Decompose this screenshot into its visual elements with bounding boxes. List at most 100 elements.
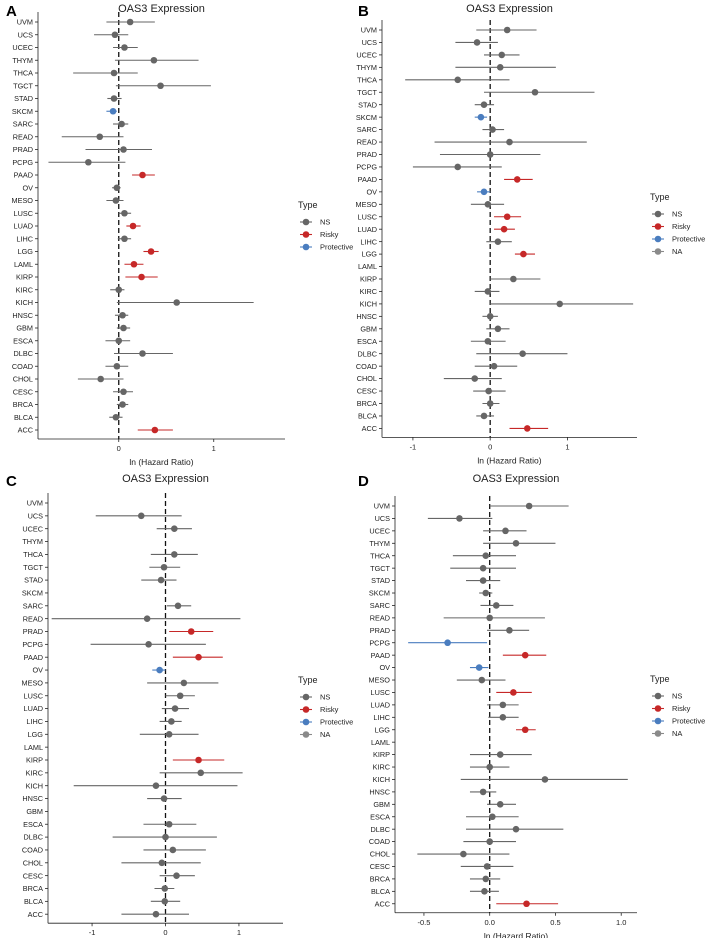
category-label: THYM (369, 539, 390, 548)
point-estimate (498, 51, 506, 59)
panel-label-d: D (358, 473, 369, 490)
x-tick-label: 0 (163, 928, 167, 937)
category-label: PCPG (369, 638, 390, 647)
category-label: DLBC (371, 825, 390, 834)
x-axis-title-d: ln (Hazard Ratio) (484, 931, 548, 938)
category-label: THYM (356, 63, 377, 72)
panel-title-a: OAS3 Expression (118, 3, 205, 15)
category-label: READ (370, 613, 390, 622)
category-label: LUAD (14, 222, 33, 231)
category-label: LUAD (358, 225, 377, 234)
point-estimate (484, 288, 492, 295)
category-label: KIRC (360, 287, 377, 296)
x-tick-label: 1 (565, 442, 569, 451)
legend-item-risky: Risky (672, 222, 691, 231)
point-estimate (195, 756, 202, 764)
category-label: BRCA (357, 399, 377, 408)
category-label: OV (366, 187, 377, 196)
point-estimate (486, 614, 493, 622)
point-estimate (496, 64, 504, 71)
point-estimate (137, 512, 145, 520)
point-estimate (490, 362, 498, 370)
point-estimate (143, 615, 151, 622)
category-label: OV (22, 183, 33, 192)
point-estimate (513, 176, 521, 183)
legend-title: Type (298, 675, 318, 685)
point-estimate (168, 718, 175, 725)
legend-item-na: NA (672, 247, 682, 256)
point-estimate (499, 701, 507, 709)
category-label: SKCM (12, 107, 33, 116)
point-estimate (480, 412, 488, 420)
point-estimate (157, 576, 165, 584)
category-label: TGCT (370, 564, 390, 573)
point-estimate (138, 273, 145, 281)
category-label: CESC (23, 871, 43, 880)
panel-b: B OAS3 Expression -1 0 1 ln (Hazard Ratio) UVM… (356, 3, 705, 465)
category-label: CHOL (23, 858, 43, 867)
panel-label-b: B (358, 3, 369, 20)
category-label: COAD (22, 846, 43, 855)
category-label: BLCA (371, 887, 390, 896)
point-estimate (139, 171, 146, 179)
category-label: KICH (26, 781, 43, 790)
category-label: LUAD (24, 704, 43, 713)
point-estimate (494, 325, 502, 333)
point-estimate (523, 425, 531, 432)
point-estimate (456, 515, 463, 522)
point-estimate (471, 375, 479, 382)
category-label: ACC (28, 910, 43, 919)
legend-item-risky: Risky (320, 230, 339, 239)
legend-swatch-ns (302, 218, 310, 226)
x-tick-label: -0.5 (417, 918, 430, 927)
category-label: SARC (23, 601, 43, 610)
category-label: SKCM (369, 589, 390, 598)
point-estimate (444, 639, 451, 647)
category-label: KICH (373, 775, 390, 784)
category-label: LUSC (371, 688, 390, 697)
point-estimate (479, 788, 487, 796)
x-tick-label: 1 (212, 444, 216, 453)
x-axis-title-b: ln (Hazard Ratio) (477, 455, 541, 465)
x-tick-label: 1.0 (616, 918, 626, 927)
category-label: LAML (24, 743, 43, 752)
category-label: THCA (370, 551, 390, 560)
category-label: PCPG (356, 163, 377, 172)
legend-title: Type (298, 200, 318, 210)
point-estimate (531, 88, 539, 96)
category-label: LIHC (16, 234, 33, 243)
point-estimate (171, 705, 179, 712)
legend-item-ns: NS (320, 218, 330, 227)
category-label: LAML (371, 738, 390, 747)
category-label: THCA (13, 69, 33, 78)
legend-swatch-risky (302, 231, 310, 238)
point-estimate (525, 502, 533, 510)
point-estimate (512, 825, 520, 833)
category-label: KIRC (373, 763, 390, 772)
point-estimate (113, 184, 121, 192)
point-estimate (484, 201, 492, 208)
point-estimate (96, 133, 104, 141)
point-estimate (519, 350, 526, 358)
point-estimate (479, 577, 487, 584)
category-label: KIRC (16, 285, 33, 294)
category-label: KIRP (16, 273, 33, 282)
category-label: HNSC (22, 794, 43, 803)
point-estimate (130, 260, 138, 268)
category-label: PRAD (370, 626, 390, 635)
category-label: TGCT (23, 563, 43, 572)
category-label: STAD (371, 576, 390, 585)
panel-title-b: OAS3 Expression (466, 3, 553, 15)
point-estimate (151, 426, 159, 434)
category-label: ESCA (357, 337, 377, 346)
legend-swatch-ns (302, 693, 310, 701)
point-estimate (492, 602, 500, 609)
point-estimate (112, 197, 120, 204)
legend-swatch-ns (654, 692, 662, 700)
category-label: OV (379, 663, 390, 672)
legend-swatch-na (654, 730, 662, 737)
category-label: PCPG (22, 640, 43, 649)
